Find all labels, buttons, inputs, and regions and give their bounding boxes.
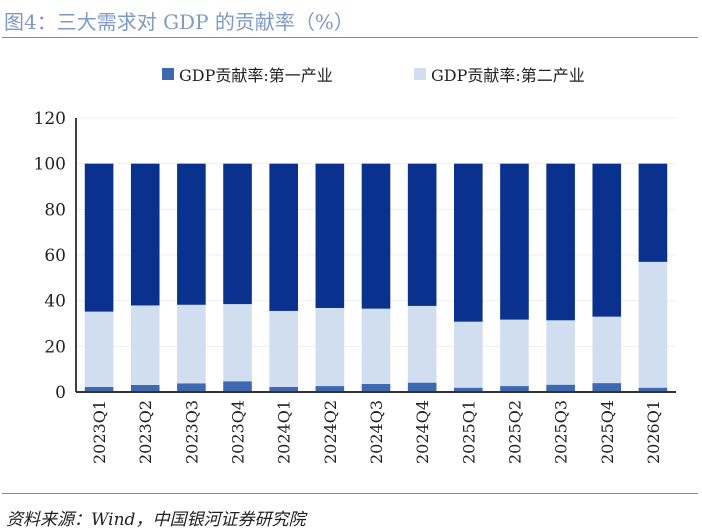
bar-segment-primary (315, 386, 345, 392)
bar-segment-secondary (407, 305, 437, 383)
bar-segment-secondary (592, 316, 622, 384)
bar-segment-tertiary (592, 163, 622, 317)
bar-segment-tertiary (269, 163, 298, 311)
bar-segment-tertiary (361, 163, 391, 309)
bar-segment-primary (177, 383, 206, 392)
y-tick-label: 0 (55, 383, 66, 403)
bar-segment-tertiary (223, 163, 252, 305)
bar-segment-tertiary (454, 163, 483, 322)
x-tick-label: 2024Q4 (413, 400, 432, 464)
x-tick-label: 2024Q1 (275, 400, 294, 464)
bar-segment-tertiary (407, 163, 437, 306)
x-tick-label: 2023Q4 (229, 400, 248, 464)
bar-segment-tertiary (315, 163, 345, 308)
bar-segment-secondary (361, 308, 391, 385)
bar-segment-secondary (223, 304, 252, 382)
bar-segment-tertiary (638, 163, 668, 262)
bar-segment-secondary (84, 311, 114, 387)
y-tick-label: 100 (34, 155, 66, 175)
bar-segment-tertiary (546, 163, 575, 321)
y-tick-label: 120 (34, 109, 66, 129)
bar-segment-secondary (315, 307, 345, 387)
source-note: 资料来源：Wind，中国银河证券研究院 (6, 510, 306, 530)
x-tick-label: 2025Q2 (505, 400, 524, 464)
x-tick-label: 2023Q2 (136, 400, 155, 464)
x-tick-label: 2025Q3 (552, 400, 571, 464)
bar-segment-primary (407, 382, 437, 392)
x-tick-label: 2024Q2 (321, 400, 340, 464)
x-tick-label: 2023Q3 (182, 400, 201, 464)
bar-segment-secondary (454, 321, 483, 388)
x-tick-label: 2025Q4 (598, 400, 617, 464)
bar-segment-primary (500, 386, 529, 392)
legend-label: GDP贡献率:第一产业 (179, 66, 333, 85)
bar-segment-primary (638, 387, 668, 392)
y-tick-label: 40 (44, 292, 66, 312)
bar-segment-secondary (177, 304, 206, 384)
bar-segment-primary (84, 386, 114, 392)
y-tick-label: 80 (44, 200, 66, 220)
bar-segment-primary (130, 384, 160, 392)
bar-segment-secondary (269, 310, 298, 387)
footer-divider (2, 493, 698, 494)
bar-segment-secondary (638, 261, 668, 388)
bar-segment-primary (454, 387, 483, 392)
x-tick-label: 2026Q1 (644, 400, 663, 464)
bar-segment-secondary (500, 319, 529, 387)
bar-segment-primary (269, 386, 298, 392)
title-divider (2, 37, 698, 38)
y-tick-label: 60 (44, 246, 66, 266)
bar-segment-tertiary (500, 163, 529, 320)
x-tick-label: 2025Q1 (459, 400, 478, 464)
bar-segment-tertiary (130, 163, 160, 306)
legend-swatch (162, 68, 174, 80)
bar-segment-primary (592, 383, 622, 392)
legend-swatch (414, 68, 426, 80)
x-tick-label: 2023Q1 (90, 400, 109, 464)
legend-label: GDP贡献率:第二产业 (431, 66, 585, 85)
bar-segment-tertiary (177, 163, 206, 305)
bar-segment-secondary (130, 305, 160, 385)
bar-segment-secondary (546, 320, 575, 385)
bar-segment-tertiary (84, 163, 114, 312)
figure-title: 图4：三大需求对 GDP 的贡献率（%） (4, 10, 354, 34)
bar-segment-primary (223, 381, 252, 392)
y-tick-label: 20 (44, 337, 66, 357)
x-tick-label: 2024Q3 (367, 400, 386, 464)
bar-segment-primary (546, 384, 575, 392)
bar-segment-primary (361, 384, 391, 392)
